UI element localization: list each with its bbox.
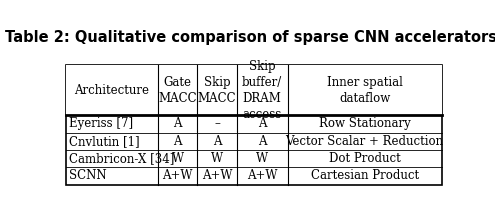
Text: Cambricon-X [34]: Cambricon-X [34] [69, 152, 174, 165]
Text: Eyeriss [7]: Eyeriss [7] [69, 117, 133, 130]
Text: Cartesian Product: Cartesian Product [310, 170, 419, 183]
Text: W: W [211, 152, 223, 165]
Text: Table 2: Qualitative comparison of sparse CNN accelerators.: Table 2: Qualitative comparison of spars… [5, 30, 495, 46]
Text: A+W: A+W [202, 170, 232, 183]
Text: A: A [258, 135, 266, 148]
Text: A+W: A+W [162, 170, 193, 183]
Text: W: W [256, 152, 268, 165]
Text: Gate
MACC: Gate MACC [158, 76, 197, 105]
Text: Skip
buffer/
DRAM
access: Skip buffer/ DRAM access [242, 60, 282, 121]
Text: –: – [214, 117, 220, 130]
Text: W: W [171, 152, 184, 165]
Text: SCNN: SCNN [69, 170, 106, 183]
Text: A: A [173, 135, 182, 148]
Text: A: A [213, 135, 221, 148]
Text: Vector Scalar + Reduction: Vector Scalar + Reduction [286, 135, 444, 148]
Text: Inner spatial
dataflow: Inner spatial dataflow [327, 76, 402, 105]
Text: Architecture: Architecture [74, 83, 149, 96]
Text: Cnvlutin [1]: Cnvlutin [1] [69, 135, 140, 148]
Text: Skip
MACC: Skip MACC [198, 76, 236, 105]
Text: A: A [173, 117, 182, 130]
Text: A: A [258, 117, 266, 130]
Text: Dot Product: Dot Product [329, 152, 400, 165]
Text: Row Stationary: Row Stationary [319, 117, 410, 130]
Text: A+W: A+W [247, 170, 277, 183]
